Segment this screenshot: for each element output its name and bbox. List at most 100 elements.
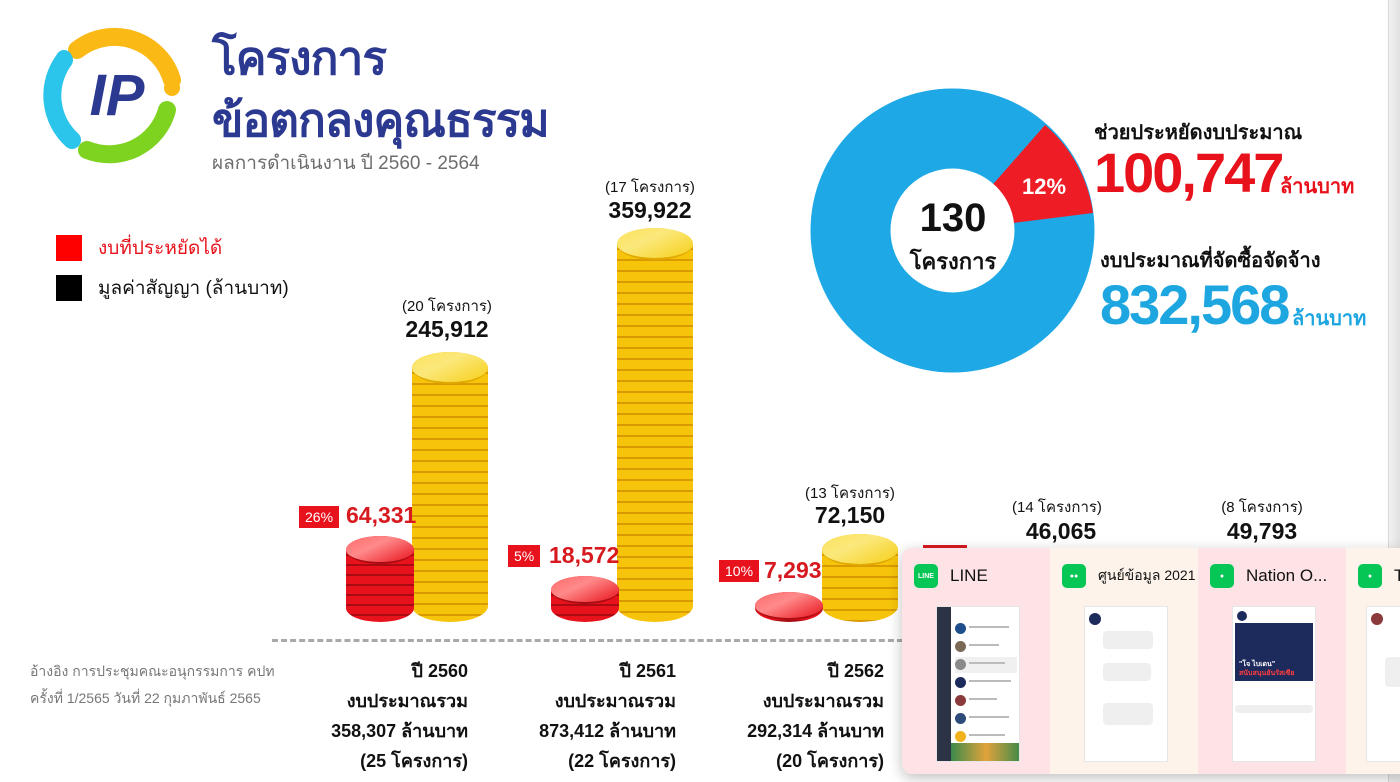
preview-header: ● Nation O... (1210, 564, 1327, 588)
donut-center-label: โครงการ (909, 249, 997, 274)
mini-text (969, 716, 1009, 718)
mini-message (1103, 631, 1153, 649)
year-label: ปี 2561 (619, 661, 676, 681)
year-label: ปี 2562 (827, 661, 884, 681)
year-summary-2561: ปี 2561 งบประมาณรวม 873,412 ล้านบาท (22 … (476, 656, 676, 776)
preview-header: LINE LINE (914, 564, 988, 588)
mini-message (1385, 657, 1400, 687)
baseline-divider (272, 639, 912, 642)
preview-header: ● T (1358, 564, 1400, 588)
gold-coin-stack (617, 228, 693, 622)
saving-label: ช่วยประหยัดงบประมาณ (1094, 122, 1303, 144)
preview-thumbnail (936, 606, 1020, 762)
contract-value: 49,793 (1226, 518, 1298, 544)
mini-avatar (955, 713, 966, 724)
legend-item-saving: งบที่ประหยัดได้ (56, 228, 289, 268)
budget-label: งบประมาณรวม (346, 691, 468, 711)
contract-project-count: (13 โครงการ) (805, 485, 895, 502)
news-subheadline: สนับสนุนยันรัสเซีย (1239, 670, 1295, 677)
mini-text (969, 662, 1005, 664)
mini-avatar (955, 659, 966, 670)
reference-note: อ้างอิง การประชุมคณะอนุกรรมการ คปท ครั้ง… (30, 658, 275, 712)
mini-avatar (1371, 613, 1383, 625)
mini-avatar (955, 695, 966, 706)
reference-line: อ้างอิง การประชุมคณะอนุกรรมการ คปท (30, 663, 275, 679)
contract-project-count: (17 โครงการ) (605, 179, 695, 196)
preview-window-nation-online[interactable]: ● Nation O... "โจ ไบเดน" สนับสนุนยันรัสเ… (1198, 548, 1346, 774)
mini-avatar (955, 641, 966, 652)
budget-label: งบประมาณที่จัดซื้อจัดจ้าง (1100, 250, 1321, 272)
mini-chat-row (955, 729, 1017, 745)
preview-window-contact-t[interactable]: ● T (1346, 548, 1400, 774)
donut-chart (810, 88, 1095, 373)
legend: งบที่ประหยัดได้ มูลค่าสัญญา (ล้านบาท) (56, 228, 289, 308)
mini-message (1103, 703, 1153, 725)
contract-value: 359,922 (608, 197, 692, 223)
saving-pct-badge: 10% (719, 560, 760, 582)
total-budget: 358,307 ล้านบาท (331, 721, 468, 741)
year-label: ปี 2560 (411, 661, 468, 681)
svg-text:IP: IP (90, 63, 145, 128)
contract-project-count: (8 โครงการ) (1221, 499, 1303, 516)
title-line-2: ข้อตกลงคุณธรรม (212, 94, 550, 146)
contract-value: 46,065 (1025, 518, 1097, 544)
contract-value: 72,150 (814, 502, 886, 528)
saving-value: 18,572 (549, 542, 620, 568)
mini-text (969, 698, 997, 700)
legend-label: มูลค่าสัญญา (ล้านบาท) (98, 278, 289, 299)
contract-value: 245,912 (405, 316, 489, 342)
saving-pct-badge-partial (923, 545, 967, 549)
donut-saving-pct: 12% (1022, 174, 1067, 199)
reference-line: ครั้งที่ 1/2565 วันที่ 22 กุมภาพันธ์ 256… (30, 690, 261, 706)
ip-logo: IP (43, 27, 181, 164)
preview-title: Nation O... (1246, 566, 1328, 585)
preview-header: ●● ศูนย์ข้อมูล 2021 (1062, 564, 1195, 588)
saving-pct-badge: 26% (299, 506, 340, 528)
mini-avatar (955, 731, 966, 742)
news-headline: "โจ ไบเดน" (1239, 661, 1276, 668)
contact-icon: ● (1358, 564, 1382, 588)
mini-text (969, 680, 1011, 682)
group-chat-icon: ●● (1062, 564, 1086, 588)
legend-item-contract: มูลค่าสัญญา (ล้านบาท) (56, 268, 289, 308)
contract-project-count: (20 โครงการ) (402, 298, 492, 315)
red-coin-stack (755, 592, 823, 622)
subtitle: ผลการดำเนินงาน ปี 2560 - 2564 (212, 153, 480, 174)
red-coin-stack (551, 576, 619, 622)
mini-message (1103, 663, 1151, 681)
budget-value: 832,568 (1100, 273, 1290, 336)
mini-avatar (955, 623, 966, 634)
total-budget: 873,412 ล้านบาท (539, 721, 676, 741)
saving-unit: ล้านบาท (1280, 176, 1355, 198)
saving-value: 7,293 (764, 557, 822, 583)
preview-title: T (1394, 566, 1400, 585)
mini-ad-banner (951, 743, 1019, 761)
taskbar-thumbnail-preview: LINE LINE ●● ศูนย์ข้อมูล 2021 ● (902, 548, 1400, 774)
total-projects: (20 โครงการ) (776, 751, 884, 771)
mini-avatar (1237, 611, 1247, 621)
contract-project-count: (14 โครงการ) (1012, 499, 1102, 516)
mini-chat-row (955, 621, 1017, 637)
mini-avatar (955, 677, 966, 688)
preview-window-group-chat[interactable]: ●● ศูนย์ข้อมูล 2021 (1050, 548, 1198, 774)
donut-center-number: 130 (919, 196, 987, 240)
budget-label: งบประมาณรวม (762, 691, 884, 711)
legend-swatch-black (56, 275, 82, 301)
preview-thumbnail: "โจ ไบเดน" สนับสนุนยันรัสเซีย (1232, 606, 1316, 762)
mini-news-image: "โจ ไบเดน" สนับสนุนยันรัสเซีย (1235, 623, 1313, 681)
mini-text (969, 644, 999, 646)
saving-value: 64,331 (346, 502, 417, 528)
mini-chat-row (955, 711, 1017, 727)
contact-icon: ● (1210, 564, 1234, 588)
preview-thumbnail (1084, 606, 1168, 762)
mini-avatar (1089, 613, 1101, 625)
mini-chat-row (955, 639, 1017, 655)
year-summary-2562: ปี 2562 งบประมาณรวม 292,314 ล้านบาท (20 … (684, 656, 884, 776)
preview-window-line[interactable]: LINE LINE (902, 548, 1050, 774)
mini-chat-row (955, 693, 1017, 709)
line-app-icon: LINE (914, 564, 938, 588)
mini-text (969, 626, 1009, 628)
gold-coin-stack (412, 352, 488, 622)
mini-message (1235, 705, 1313, 713)
